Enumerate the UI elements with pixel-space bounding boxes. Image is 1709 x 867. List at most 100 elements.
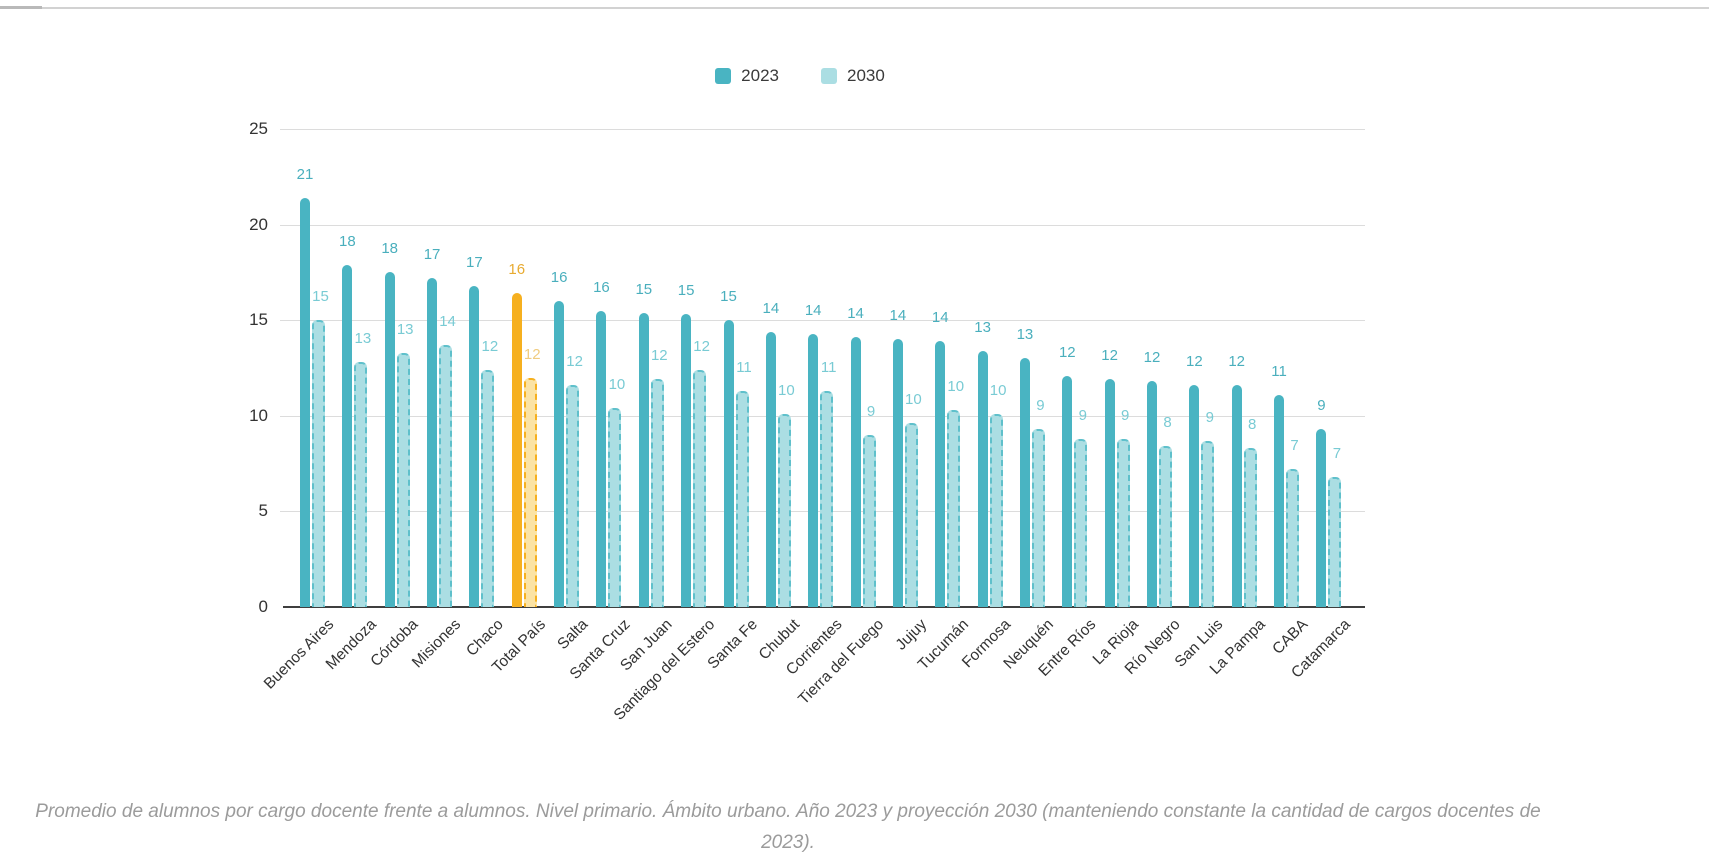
bar-value-2023-10: 15 — [720, 288, 737, 306]
bar-2030-7[interactable] — [608, 408, 622, 607]
bar-value-2030-3: 14 — [439, 313, 456, 331]
legend-label-2023: 2023 — [741, 66, 779, 85]
bar-2030-6[interactable] — [566, 385, 580, 607]
bar-value-2030-2: 13 — [396, 320, 414, 338]
top-divider-line — [0, 7, 1709, 9]
y-axis-label-15: 15 — [249, 310, 268, 330]
bar-2023-6[interactable] — [554, 301, 565, 607]
bar-2030-16[interactable] — [989, 413, 1003, 607]
bar-2023-0[interactable] — [300, 197, 310, 607]
bar-value-2023-19: 12 — [1101, 347, 1118, 365]
bar-2030-20[interactable] — [1159, 446, 1172, 607]
bar-2030-4[interactable] — [481, 369, 495, 607]
bar-2030-23[interactable] — [1286, 469, 1300, 607]
bar-value-2023-17: 13 — [1016, 326, 1034, 344]
bar-2030-19[interactable] — [1116, 438, 1130, 607]
bar-value-2023-2: 18 — [381, 240, 399, 258]
top-divider-line-segment — [0, 6, 42, 9]
bar-2023-2[interactable] — [384, 272, 395, 607]
bar-2030-2[interactable] — [396, 352, 410, 607]
chart-caption: Promedio de alumnos por cargo docente fr… — [35, 801, 1541, 853]
bar-2023-24[interactable] — [1316, 429, 1327, 607]
bar-2030-10[interactable] — [735, 390, 749, 607]
bar-value-2030-10: 11 — [736, 358, 752, 376]
bar-2023-5[interactable] — [511, 293, 522, 607]
bar-2030-9[interactable] — [693, 369, 707, 607]
bar-value-2023-14: 14 — [889, 307, 907, 325]
bar-value-2023-21: 12 — [1186, 353, 1203, 371]
bar-2030-14[interactable] — [904, 423, 918, 607]
bar-2023-1[interactable] — [342, 264, 353, 607]
gridline-20 — [280, 224, 1365, 226]
bar-2023-21[interactable] — [1189, 385, 1200, 607]
bar-2023-12[interactable] — [808, 333, 819, 607]
bar-2023-11[interactable] — [765, 331, 776, 607]
x-axis-line — [283, 606, 1365, 608]
bar-value-2023-24: 9 — [1317, 397, 1326, 415]
bar-value-2030-7: 10 — [608, 376, 626, 394]
bar-value-2023-20: 12 — [1143, 349, 1161, 367]
legend-item-2023[interactable]: 2023 — [715, 66, 779, 86]
bar-value-2023-13: 14 — [847, 305, 864, 323]
bar-2023-23[interactable] — [1274, 394, 1285, 607]
bar-2030-11[interactable] — [777, 413, 791, 607]
bar-2023-22[interactable] — [1231, 385, 1242, 607]
bar-value-2023-18: 12 — [1058, 343, 1076, 361]
bar-2023-15[interactable] — [935, 341, 946, 607]
legend-swatch-2023 — [715, 68, 732, 84]
y-axis-label-10: 10 — [249, 405, 268, 425]
bar-2023-10[interactable] — [723, 320, 734, 607]
bar-2023-3[interactable] — [427, 278, 438, 607]
legend-swatch-2030 — [821, 68, 837, 84]
bar-2023-18[interactable] — [1062, 375, 1073, 607]
bar-value-2030-8: 12 — [650, 347, 668, 365]
bar-value-2030-20: 8 — [1163, 414, 1172, 432]
bar-2030-21[interactable] — [1201, 440, 1215, 607]
bar-2023-20[interactable] — [1147, 381, 1157, 607]
bar-2030-1[interactable] — [354, 362, 368, 607]
bar-value-2030-1: 13 — [354, 330, 372, 348]
bar-2023-17[interactable] — [1019, 358, 1030, 607]
bar-2023-19[interactable] — [1104, 379, 1115, 607]
bar-value-2030-11: 10 — [778, 381, 795, 399]
bar-value-2030-6: 12 — [566, 353, 583, 371]
bar-value-2030-9: 12 — [693, 337, 710, 355]
bar-2023-13[interactable] — [850, 337, 861, 607]
bar-2023-9[interactable] — [681, 314, 692, 607]
bar-value-2030-5: 12 — [523, 345, 541, 363]
bar-2030-17[interactable] — [1031, 429, 1045, 607]
bar-value-2030-24: 7 — [1332, 444, 1342, 462]
bar-value-2030-15: 10 — [947, 378, 965, 396]
bar-value-2023-7: 16 — [593, 278, 610, 296]
bar-value-2030-13: 9 — [866, 402, 876, 420]
bar-2030-22[interactable] — [1243, 448, 1257, 607]
bar-2030-12[interactable] — [820, 390, 834, 607]
bar-2030-18[interactable] — [1074, 438, 1088, 607]
bar-value-2023-0: 21 — [296, 165, 314, 183]
bar-2030-15[interactable] — [947, 410, 961, 607]
bar-value-2023-11: 14 — [762, 299, 780, 317]
gridline-15 — [280, 320, 1365, 322]
bar-2023-7[interactable] — [596, 310, 607, 607]
bar-value-2023-3: 17 — [423, 246, 441, 264]
bar-2030-8[interactable] — [650, 379, 664, 607]
bar-value-2023-8: 15 — [635, 280, 653, 298]
bar-2030-5[interactable] — [523, 377, 537, 607]
bar-value-2023-16: 13 — [974, 318, 991, 336]
bar-value-2030-19: 9 — [1120, 406, 1130, 424]
bar-2023-8[interactable] — [638, 312, 649, 607]
bar-value-2023-4: 17 — [466, 253, 483, 271]
bar-2030-24[interactable] — [1328, 476, 1342, 607]
bar-2030-0[interactable] — [312, 320, 325, 607]
bar-2030-13[interactable] — [862, 434, 876, 607]
bar-value-2030-22: 8 — [1248, 416, 1257, 434]
bar-value-2023-12: 14 — [804, 301, 822, 319]
bar-2023-16[interactable] — [977, 350, 988, 607]
bar-value-2023-15: 14 — [931, 309, 949, 327]
bar-2030-3[interactable] — [439, 345, 453, 607]
bar-2023-14[interactable] — [892, 339, 903, 607]
bar-2023-4[interactable] — [469, 285, 480, 607]
legend-item-2030[interactable]: 2030 — [821, 66, 885, 86]
